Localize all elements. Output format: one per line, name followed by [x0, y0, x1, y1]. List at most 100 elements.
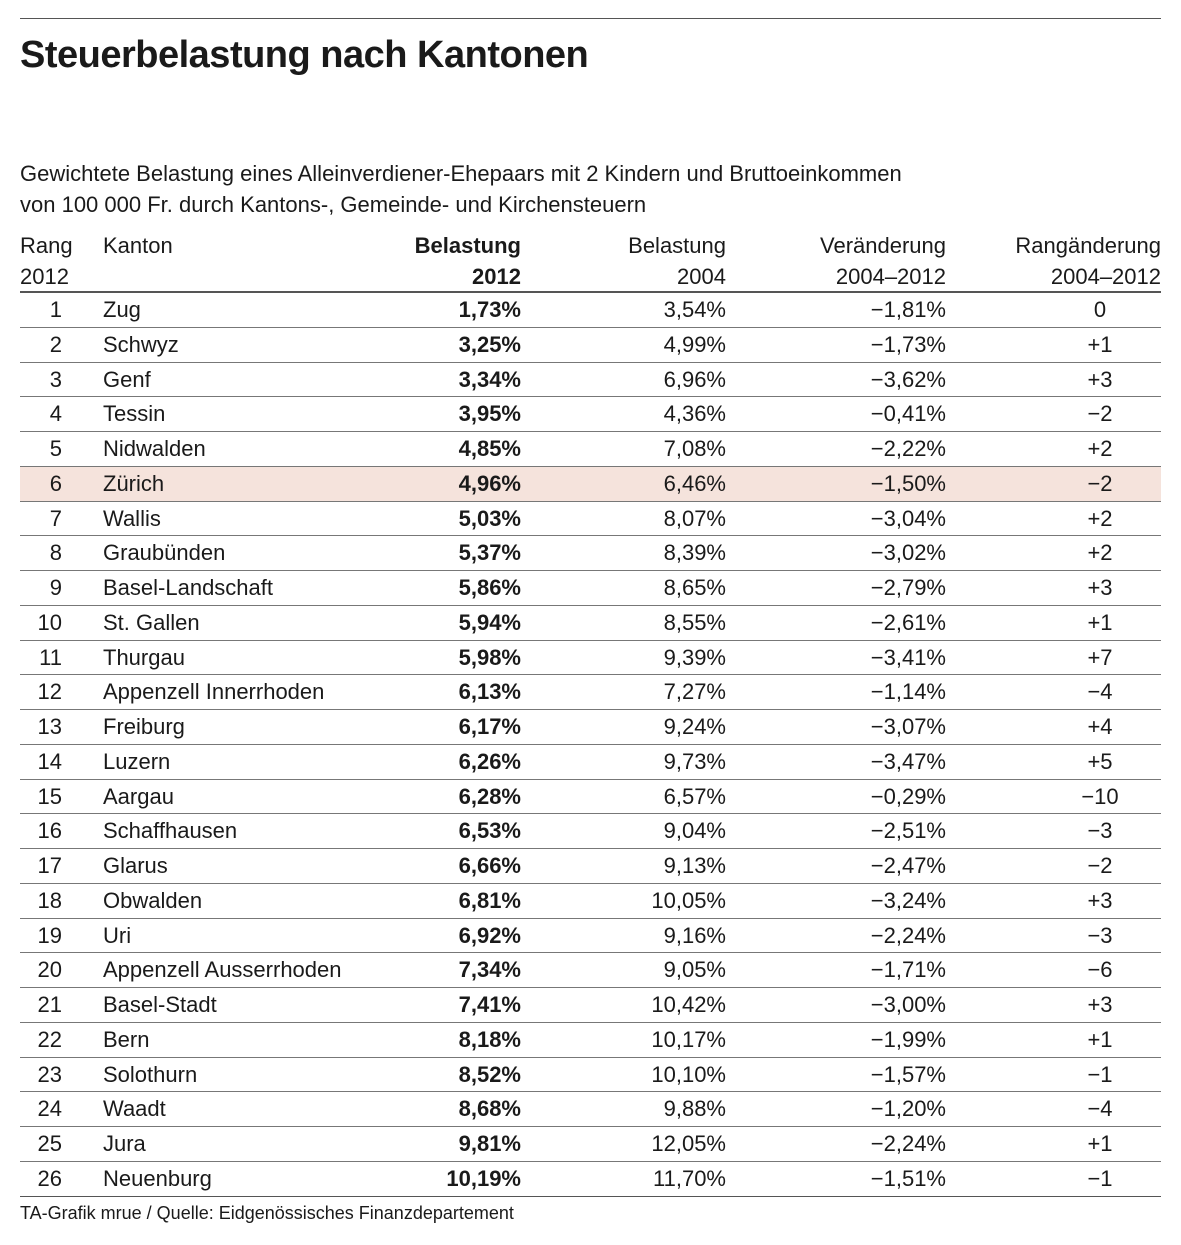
header-label: 2004–2012 — [835, 264, 946, 289]
belastung-2004-cell: 8,39% — [663, 540, 726, 566]
rank-cell: 7 — [49, 505, 62, 531]
kanton-cell: Neuenburg — [103, 1165, 212, 1191]
table-row: 18 Obwalden 6,81% 10,05% −3,24% +3 — [20, 884, 1161, 919]
kanton-cell: Glarus — [103, 853, 168, 878]
rank-cell: 12 — [37, 679, 62, 705]
rangaenderung-cell: 0 — [1093, 297, 1107, 322]
header-label: 2004 — [677, 264, 726, 289]
rangaenderung-cell: +3 — [1087, 992, 1113, 1017]
belastung-2012-cell: 7,34% — [458, 957, 521, 983]
table-row: 1 Zug 1,73% 3,54% −1,81% 0 — [20, 293, 1161, 328]
belastung-2004-cell: 8,07% — [663, 505, 726, 531]
veraenderung-cell: −3,07% — [870, 714, 946, 739]
veraenderung-cell: −3,00% — [870, 992, 946, 1017]
veraenderung-cell: −1,20% — [870, 1096, 946, 1122]
rangaenderung-cell: −1 — [1087, 1165, 1113, 1191]
kanton-cell: Solothurn — [103, 1061, 198, 1087]
kanton-cell: Jura — [103, 1131, 146, 1156]
belastung-2012-cell: 8,68% — [458, 1096, 521, 1122]
rangaenderung-cell: −6 — [1087, 957, 1113, 983]
rank-cell: 13 — [37, 714, 62, 739]
belastung-2012-cell: 6,26% — [458, 748, 521, 774]
table-row: 12 Appenzell Innerrhoden 6,13% 7,27% −1,14% −… — [20, 675, 1161, 710]
header-label: 2004–2012 — [1050, 264, 1161, 289]
belastung-2012-cell: 7,41% — [458, 992, 521, 1017]
veraenderung-cell: −2,61% — [870, 609, 946, 635]
rangaenderung-cell: −3 — [1087, 922, 1113, 948]
rank-cell: 10 — [37, 609, 62, 635]
veraenderung-cell: −3,02% — [870, 540, 946, 566]
rank-cell: 11 — [39, 644, 62, 670]
table-row: 16 Schaffhausen 6,53% 9,04% −2,51% −3 — [20, 814, 1161, 849]
kanton-cell: Appenzell Ausserrhoden — [103, 957, 342, 983]
kanton-cell: Appenzell Innerrhoden — [103, 679, 325, 705]
kanton-cell: Bern — [103, 1026, 150, 1052]
belastung-2004-cell: 6,46% — [663, 470, 726, 496]
veraenderung-cell: −3,41% — [870, 644, 946, 670]
rank-cell: 20 — [37, 957, 62, 983]
veraenderung-cell: −1,81% — [870, 297, 946, 322]
rangaenderung-cell: −2 — [1087, 401, 1113, 427]
table-row: 5 Nidwalden 4,85% 7,08% −2,22% +2 — [20, 432, 1161, 467]
table-row: 9 Basel-Landschaft 5,86% 8,65% −2,79% +3 — [20, 571, 1161, 606]
table-row: 15 Aargau 6,28% 6,57% −0,29% −10 — [20, 780, 1161, 815]
table-row: 6 Zürich 4,96% 6,46% −1,50% −2 — [20, 466, 1161, 502]
table-row: 7 Wallis 5,03% 8,07% −3,04% +2 — [20, 502, 1161, 537]
belastung-2012-cell: 6,17% — [458, 714, 521, 739]
kanton-cell: Basel-Stadt — [103, 992, 217, 1017]
top-rule — [20, 18, 1161, 19]
header-label: 2012 — [20, 264, 69, 289]
rank-cell: 3 — [49, 366, 62, 392]
rank-cell: 5 — [49, 436, 62, 461]
belastung-2012-cell: 4,96% — [458, 470, 521, 496]
belastung-2012-cell: 6,81% — [458, 887, 521, 913]
belastung-2012-cell: 3,34% — [458, 366, 521, 392]
kanton-cell: Schaffhausen — [103, 818, 238, 844]
rangaenderung-cell: −10 — [1081, 783, 1119, 809]
kanton-cell: Uri — [103, 922, 132, 948]
kanton-cell: Basel-Landschaft — [103, 575, 273, 600]
belastung-2012-cell: 5,94% — [458, 609, 521, 635]
rank-cell: 26 — [37, 1165, 62, 1191]
veraenderung-cell: −2,47% — [870, 853, 946, 878]
veraenderung-cell: −1,57% — [870, 1061, 946, 1087]
table-row: 24 Waadt 8,68% 9,88% −1,20% −4 — [20, 1092, 1161, 1127]
kanton-cell: Graubünden — [103, 540, 226, 566]
table-row: 14 Luzern 6,26% 9,73% −3,47% +5 — [20, 745, 1161, 780]
belastung-2012-cell: 8,18% — [458, 1026, 521, 1052]
kanton-cell: Nidwalden — [103, 436, 206, 461]
rank-cell: 25 — [37, 1131, 62, 1156]
belastung-2012-cell: 3,95% — [458, 401, 521, 427]
belastung-2012-cell: 6,53% — [458, 818, 521, 844]
rangaenderung-cell: +3 — [1087, 575, 1113, 600]
rank-cell: 23 — [37, 1061, 62, 1087]
table-row: 4 Tessin 3,95% 4,36% −0,41% −2 — [20, 397, 1161, 432]
rangaenderung-cell: +2 — [1087, 436, 1113, 461]
belastung-2004-cell: 10,42% — [651, 992, 726, 1017]
veraenderung-cell: −2,24% — [870, 922, 946, 948]
rangaenderung-cell: −2 — [1087, 470, 1113, 496]
table-row: 21 Basel-Stadt 7,41% 10,42% −3,00% +3 — [20, 988, 1161, 1023]
rank-cell: 19 — [37, 922, 62, 948]
rank-cell: 1 — [49, 297, 62, 322]
header-label: Rang — [20, 233, 73, 258]
rank-cell: 6 — [49, 470, 62, 496]
belastung-2004-cell: 12,05% — [651, 1131, 726, 1156]
subtitle-line-2: von 100 000 Fr. durch Kantons-, Gemeinde… — [20, 192, 647, 217]
belastung-2004-cell: 9,88% — [663, 1096, 726, 1122]
source-footer: TA-Grafik mrue / Quelle: Eidgenössisches… — [20, 1203, 514, 1223]
rangaenderung-cell: +5 — [1087, 748, 1113, 774]
belastung-2012-cell: 5,37% — [458, 540, 521, 566]
kanton-cell: Aargau — [103, 783, 174, 809]
header-rang: Rang 2012 — [20, 230, 73, 292]
veraenderung-cell: −1,14% — [870, 679, 946, 705]
belastung-2012-cell: 5,86% — [458, 575, 521, 600]
veraenderung-cell: −0,41% — [870, 401, 946, 427]
rangaenderung-cell: −3 — [1087, 818, 1113, 844]
belastung-2012-cell: 10,19% — [446, 1165, 521, 1191]
header-veraenderung: Veränderung 2004–2012 — [820, 230, 946, 292]
kanton-cell: Genf — [103, 366, 151, 392]
rank-cell: 24 — [37, 1096, 62, 1122]
table-row: 23 Solothurn 8,52% 10,10% −1,57% −1 — [20, 1058, 1161, 1093]
table-row: 26 Neuenburg 10,19% 11,70% −1,51% −1 — [20, 1162, 1161, 1197]
